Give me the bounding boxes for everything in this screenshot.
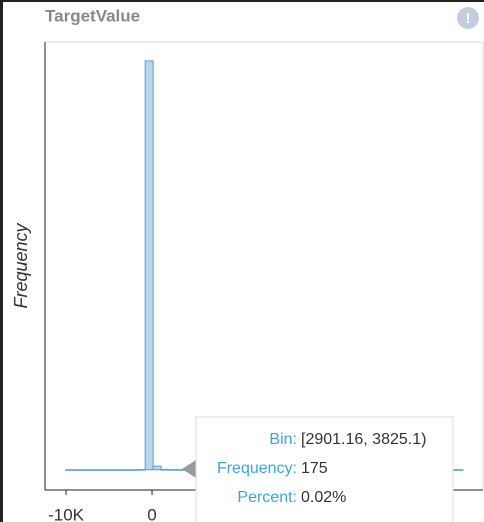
bar — [454, 469, 464, 471]
tooltip-pointer — [182, 460, 196, 478]
bar — [152, 465, 162, 471]
y-axis-label: Frequency — [11, 222, 31, 308]
tooltip-label: Percent: — [237, 489, 297, 506]
bar — [160, 468, 170, 471]
info-icon-text[interactable]: ! — [466, 10, 471, 27]
tooltip-label: Frequency: — [217, 460, 297, 477]
x-tick-label: -10K — [48, 505, 85, 522]
tooltip-value: [2901.16, 3825.1) — [301, 431, 426, 448]
bar — [65, 469, 75, 471]
bar — [97, 469, 106, 471]
x-tick-label: 0 — [147, 505, 156, 522]
tooltip-value: 0.02% — [301, 489, 346, 506]
bar — [89, 469, 99, 471]
bar — [120, 469, 130, 471]
tooltip: Bin: [2901.16, 3825.1)Frequency: 175Percen… — [182, 416, 454, 522]
chart-title: TargetValue — [45, 6, 140, 25]
bar — [112, 469, 122, 471]
bar — [73, 469, 83, 471]
info-icon[interactable] — [457, 7, 479, 29]
bar — [136, 469, 146, 471]
window-edge — [0, 0, 3, 522]
bar — [128, 469, 138, 471]
bar — [104, 469, 114, 471]
window-edge — [0, 0, 484, 2]
bar — [144, 60, 154, 471]
tooltip-label: Bin: — [269, 431, 297, 448]
bar — [168, 469, 178, 471]
tooltip-value: 175 — [301, 460, 328, 477]
tooltip-box — [195, 416, 454, 522]
bar — [81, 469, 91, 471]
